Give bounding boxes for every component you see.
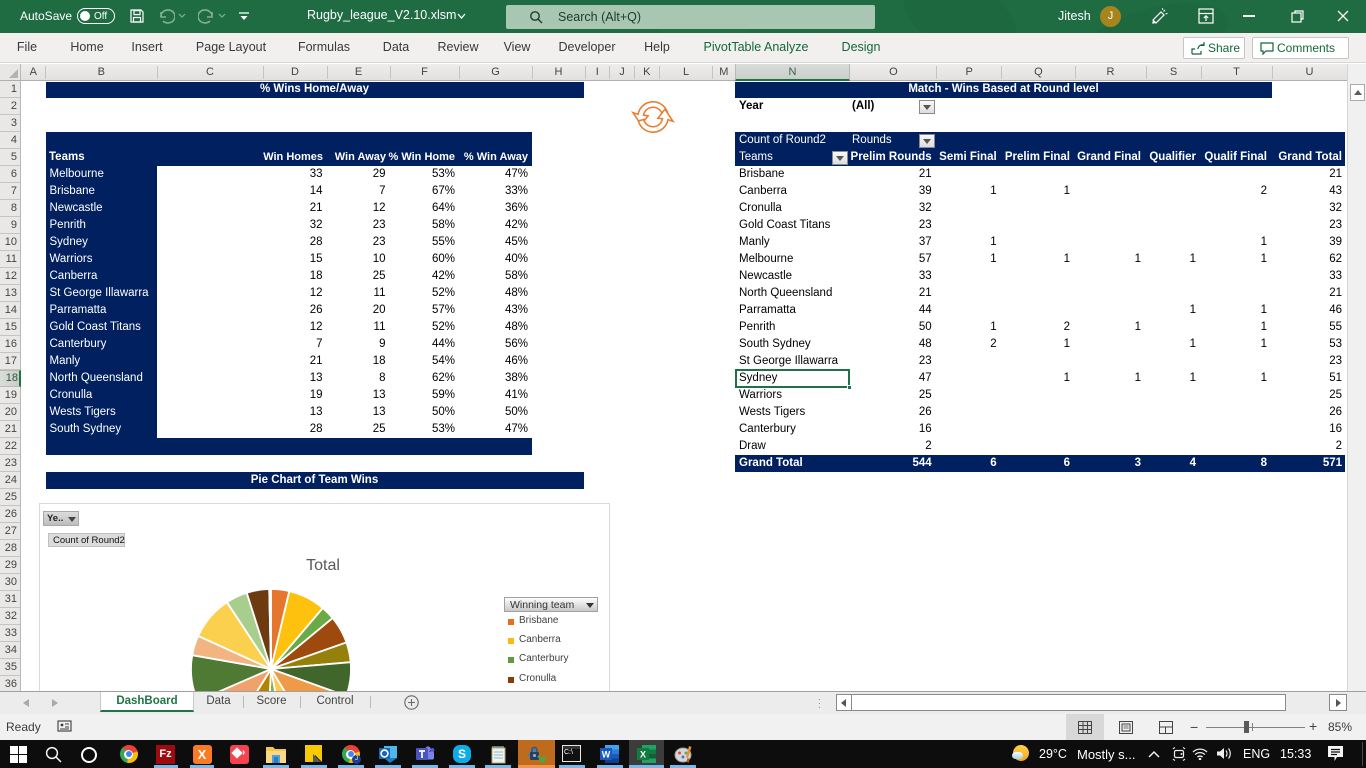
svg-text:X: X xyxy=(640,750,646,760)
svg-text:W: W xyxy=(602,750,611,760)
